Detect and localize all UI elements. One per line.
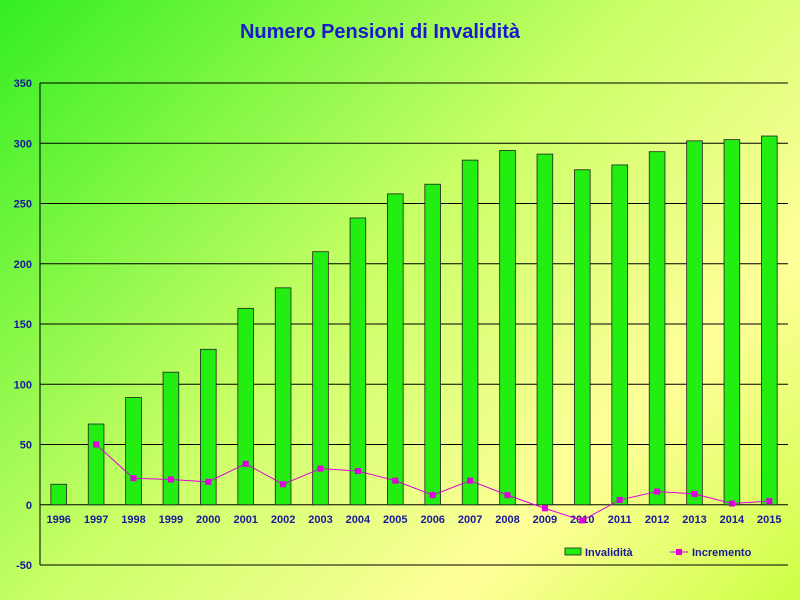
bar-invalidita [237, 307, 254, 506]
point-incremento [766, 498, 773, 505]
bar-invalidita [611, 164, 628, 506]
x-tick-label: 2002 [271, 514, 295, 526]
y-tick-label: 150 [14, 319, 32, 331]
x-tick-label: 2013 [682, 514, 706, 526]
bar-invalidita [87, 423, 105, 506]
x-tick-label: 2015 [757, 514, 781, 526]
x-tick-label: 1996 [46, 514, 70, 526]
y-tick-label: -50 [16, 560, 32, 572]
point-incremento [541, 505, 548, 512]
point-incremento [616, 496, 623, 503]
bar-invalidita [499, 150, 516, 506]
y-tick-label: 50 [20, 440, 32, 452]
x-tick-label: 2007 [458, 514, 482, 526]
x-tick-label: 2008 [495, 514, 519, 526]
bar-invalidita [536, 153, 554, 506]
x-tick-label: 2012 [645, 514, 669, 526]
x-tick-label: 2006 [420, 514, 444, 526]
x-tick-label: 1999 [159, 514, 183, 526]
bar-invalidita [50, 483, 67, 506]
point-incremento [354, 468, 361, 475]
bar-invalidita [648, 151, 666, 506]
y-tick-label: 250 [14, 199, 32, 211]
x-tick-label: 1997 [84, 514, 108, 526]
x-tick-label: 2000 [196, 514, 220, 526]
x-tick-label: 2014 [720, 514, 745, 526]
x-tick-label: 2001 [233, 514, 257, 526]
point-incremento [130, 475, 137, 482]
point-incremento [467, 477, 474, 484]
point-incremento [728, 500, 735, 507]
y-tick-label: 350 [14, 78, 32, 90]
point-incremento [242, 460, 249, 467]
point-incremento [93, 441, 100, 448]
bar-invalidita [312, 251, 329, 506]
bar-invalidita [125, 397, 142, 506]
point-incremento [317, 465, 324, 472]
x-tick-label: 2004 [346, 514, 371, 526]
y-tick-label: 100 [14, 379, 32, 391]
point-incremento [392, 477, 399, 484]
bar-invalidita [761, 135, 778, 506]
x-tick-label: 1998 [121, 514, 145, 526]
point-incremento [429, 492, 436, 499]
x-tick-label: 2003 [308, 514, 332, 526]
point-incremento [579, 517, 586, 524]
bar-invalidita [461, 159, 479, 506]
y-tick-label: 200 [14, 259, 32, 271]
bar-invalidita [200, 348, 217, 506]
point-incremento [280, 481, 287, 488]
point-incremento [205, 478, 212, 485]
bar-invalidita [274, 287, 292, 506]
bar-invalidita [574, 169, 591, 506]
bar-invalidita [162, 371, 180, 506]
point-incremento [654, 488, 661, 495]
legend-marker-incremento [676, 549, 682, 555]
bar-invalidita [349, 217, 367, 506]
bar-invalidita [686, 140, 703, 506]
y-tick-label: 300 [14, 138, 32, 150]
legend-label-incremento: Incremento [692, 547, 752, 559]
bar-invalidita [723, 139, 741, 506]
point-incremento [504, 492, 511, 499]
y-tick-label: 0 [26, 500, 32, 512]
chart-title: Numero Pensioni di Invalidità [240, 21, 521, 43]
x-tick-label: 2011 [608, 514, 632, 526]
legend-label-invalidita: Invalidità [585, 547, 634, 559]
x-tick-label: 2005 [383, 514, 407, 526]
bar-invalidita [424, 183, 441, 506]
point-incremento [167, 476, 174, 483]
point-incremento [691, 490, 698, 497]
x-tick-label: 2009 [533, 514, 557, 526]
bar-invalidita [387, 193, 404, 506]
legend-swatch-invalidita [564, 547, 582, 556]
